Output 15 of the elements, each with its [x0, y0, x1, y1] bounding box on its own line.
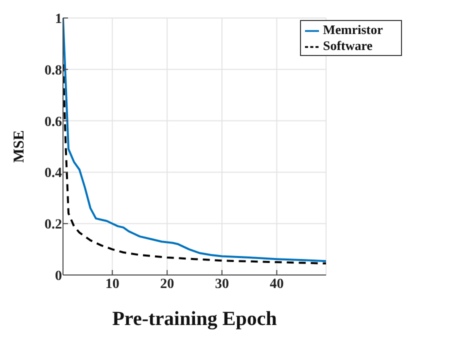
line-series: [63, 63, 326, 264]
legend-label: Software: [323, 38, 373, 54]
y-tick-label: 0.6: [44, 114, 62, 130]
y-axis-title: MSE: [11, 130, 28, 163]
x-tick-label: 10: [105, 276, 120, 292]
y-tick-label: 0.4: [44, 166, 62, 182]
x-axis-title: Pre-training Epoch: [112, 308, 277, 330]
x-tick-label: 30: [214, 276, 229, 292]
y-tick-label: 0.2: [44, 218, 62, 233]
legend-label: Memristor: [323, 22, 383, 37]
y-tick-label: 1: [55, 12, 62, 27]
x-tick-label: 20: [160, 276, 174, 292]
y-tick-label: 0: [55, 268, 62, 284]
y-tick-label: 0.8: [44, 63, 62, 78]
x-tick-label: 40: [270, 276, 284, 292]
